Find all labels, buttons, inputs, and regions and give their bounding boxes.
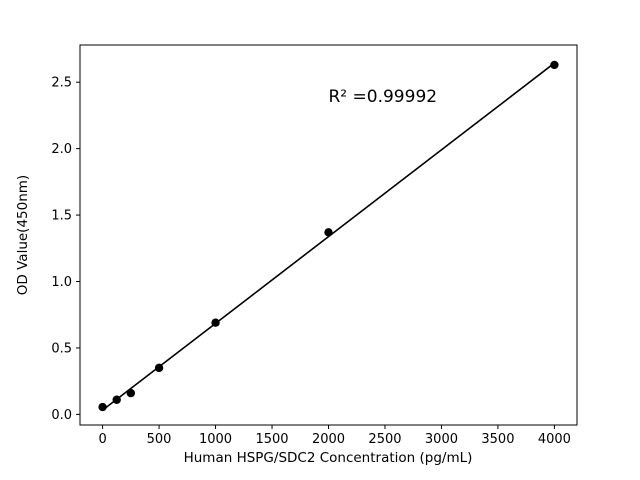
y-tick-label: 0.5 <box>51 341 72 356</box>
y-tick-label: 2.5 <box>51 76 72 91</box>
y-axis-label: OD Value(450nm) <box>15 175 31 295</box>
x-tick-label: 3500 <box>481 432 514 447</box>
x-tick-label: 2500 <box>368 432 401 447</box>
y-tick-label: 0.0 <box>51 408 72 423</box>
x-tick-label: 1500 <box>255 432 288 447</box>
fit-line <box>102 62 555 411</box>
data-point <box>154 363 164 373</box>
data-point <box>98 402 107 412</box>
data-point <box>324 228 333 237</box>
y-tick-label: 2.0 <box>51 142 72 157</box>
x-axis-label: Human HSPG/SDC2 Concentration (pg/mL) <box>184 450 473 466</box>
data-point <box>211 318 220 327</box>
y-tick-label: 1.5 <box>51 209 72 224</box>
x-tick-label: 1000 <box>199 432 232 447</box>
x-tick-label: 3000 <box>425 432 458 447</box>
data-point <box>112 395 121 404</box>
data-point <box>550 60 559 70</box>
r-squared-annotation: R² =0.99992 <box>329 87 438 107</box>
x-tick-label: 4000 <box>538 432 571 447</box>
data-point <box>126 388 136 398</box>
x-tick-label: 0 <box>98 432 106 447</box>
x-tick-label: 500 <box>147 432 172 447</box>
y-tick-label: 1.0 <box>51 275 72 290</box>
x-tick-label: 2000 <box>312 432 345 447</box>
